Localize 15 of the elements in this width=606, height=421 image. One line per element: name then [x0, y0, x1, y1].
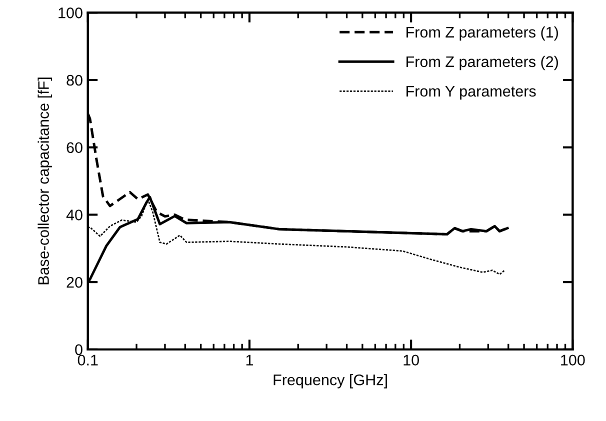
x-tick-label: 100 [561, 354, 585, 366]
x-axis-title: Frequency [GHz] [274, 374, 387, 388]
legend-label: From Y parameters [406, 86, 536, 100]
y-tick-label: 20 [66, 276, 82, 288]
y-axis-title: Base-collector capacitance [fF] [38, 78, 52, 284]
y-tick-label: 0 [75, 344, 82, 356]
x-tick-label: 0.1 [78, 354, 98, 366]
legend-label: From Z parameters (1) [406, 26, 558, 41]
y-tick-label: 100 [58, 8, 82, 18]
legend-label: From Z parameters (2) [406, 56, 558, 70]
y-tick-label: 80 [66, 74, 82, 86]
y-tick-label: 60 [66, 142, 82, 154]
x-tick-label: 10 [404, 354, 419, 366]
x-tick-label: 1 [246, 354, 253, 366]
y-tick-label: 40 [66, 210, 82, 220]
